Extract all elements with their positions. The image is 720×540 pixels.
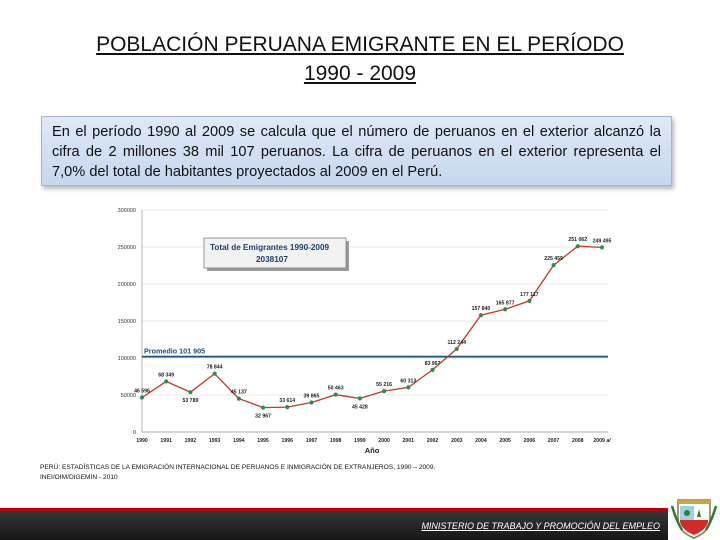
y-tick-label: 250000 (118, 245, 136, 251)
footer-bar: MINISTERIO DE TRABAJO Y PROMOCIÓN DEL EM… (0, 508, 668, 540)
x-tick-label: 2003 (451, 438, 463, 444)
data-label: 251 062 (568, 237, 587, 243)
data-point (212, 371, 217, 376)
y-tick-label: 200000 (118, 282, 136, 288)
y-tick-label: 100000 (118, 356, 136, 362)
data-point (551, 263, 556, 268)
data-label: 177 117 (520, 292, 539, 298)
x-tick-label: 2009 a/ (593, 438, 611, 444)
y-tick-label: 0 (133, 430, 136, 436)
data-label: 249 495 (593, 238, 612, 244)
x-tick-label: 2005 (499, 438, 511, 444)
x-tick-label: 2004 (475, 438, 487, 444)
x-tick-label: 1999 (354, 438, 366, 444)
data-label: 165 877 (496, 300, 515, 306)
data-point (236, 396, 241, 401)
emigration-line-chart: 0 50000 100000 150000 200000 250000 300000 1990… (118, 208, 612, 455)
chart-area: 0 50000 100000 150000 200000 250000 300000 1990… (100, 200, 620, 460)
series-line (141, 245, 603, 409)
source-line-1: PERÚ: ESTADÍSTICAS DE LA EMIGRACIÓN INTE… (40, 464, 436, 471)
data-point (599, 245, 605, 250)
source-line-2: INEI/OIM/DIGEMIN - 2010 (40, 474, 118, 481)
title-line-1: POBLACIÓN PERUANA EMIGRANTE EN EL PERÍOD… (96, 33, 624, 56)
data-point (333, 392, 338, 397)
data-point (285, 405, 290, 410)
y-tick-label: 300000 (118, 208, 136, 214)
x-tick-label: 1992 (185, 438, 197, 444)
data-label: 32 967 (255, 414, 271, 420)
y-tick-label: 150000 (118, 319, 136, 325)
x-tick-label: 1998 (330, 438, 342, 444)
x-tick-label: 2007 (548, 438, 560, 444)
data-point (164, 379, 169, 384)
x-tick-label: 1996 (281, 438, 293, 444)
annotation-box (203, 237, 347, 269)
x-tick-label: 2008 (572, 438, 584, 444)
data-point (454, 346, 459, 352)
x-tick-label: 1991 (160, 438, 172, 444)
data-point (527, 298, 532, 304)
data-point (188, 390, 193, 395)
x-tick-label: 1997 (306, 438, 318, 444)
data-point (406, 385, 411, 390)
data-label: 112 244 (448, 340, 467, 346)
data-label: 45 428 (352, 404, 368, 410)
data-point (503, 307, 508, 312)
data-point (309, 400, 314, 405)
annotation-title: Total de Emigrantes 1990-2009 (210, 243, 330, 252)
footer-ministry-text: MINISTERIO DE TRABAJO Y PROMOCIÓN DEL EM… (421, 521, 660, 531)
data-point (478, 313, 484, 318)
x-tick-label: 2002 (427, 438, 439, 444)
source-note: PERÚ: ESTADÍSTICAS DE LA EMIGRACIÓN INTE… (40, 463, 600, 483)
y-tick-label: 50000 (121, 393, 136, 399)
coat-of-arms-icon (670, 499, 718, 539)
data-label: 33 614 (279, 398, 295, 404)
x-tick-label: 1993 (209, 438, 221, 444)
annotation-value: 2038107 (256, 255, 288, 264)
data-label: 83 967 (425, 361, 441, 367)
data-label: 225 459 (544, 256, 563, 262)
data-label: 55 216 (376, 382, 392, 388)
data-label: 78 844 (207, 365, 223, 371)
data-point (260, 405, 266, 410)
x-tick-label: 2001 (403, 438, 415, 444)
x-tick-label: 2006 (524, 438, 536, 444)
data-label: 157 840 (472, 306, 491, 312)
data-point (139, 395, 145, 400)
data-label: 45 137 (231, 390, 247, 396)
title-line-2: 1990 - 2009 (303, 62, 417, 85)
data-point (382, 389, 387, 394)
x-tick-label: 1990 (136, 438, 148, 444)
data-point (430, 367, 435, 372)
x-axis-label: Año (365, 446, 380, 455)
data-label: 39 865 (304, 393, 320, 399)
data-point (575, 244, 580, 249)
data-label: 68 349 (158, 372, 174, 378)
summary-box: En el período 1990 al 2009 se calcula qu… (41, 116, 672, 186)
x-tick-label: 2000 (378, 438, 390, 444)
data-label: 53 789 (182, 398, 198, 404)
x-tick-label: 1995 (257, 438, 269, 444)
data-label: 46 596 (134, 389, 150, 395)
average-label: Promedio 101 905 (144, 347, 205, 356)
data-label: 60 313 (400, 378, 416, 384)
slide-title: POBLACIÓN PERUANA EMIGRANTE EN EL PERÍOD… (40, 30, 680, 88)
data-label: 50 463 (328, 386, 344, 392)
x-tick-label: 1994 (233, 438, 245, 444)
data-point (357, 396, 362, 401)
